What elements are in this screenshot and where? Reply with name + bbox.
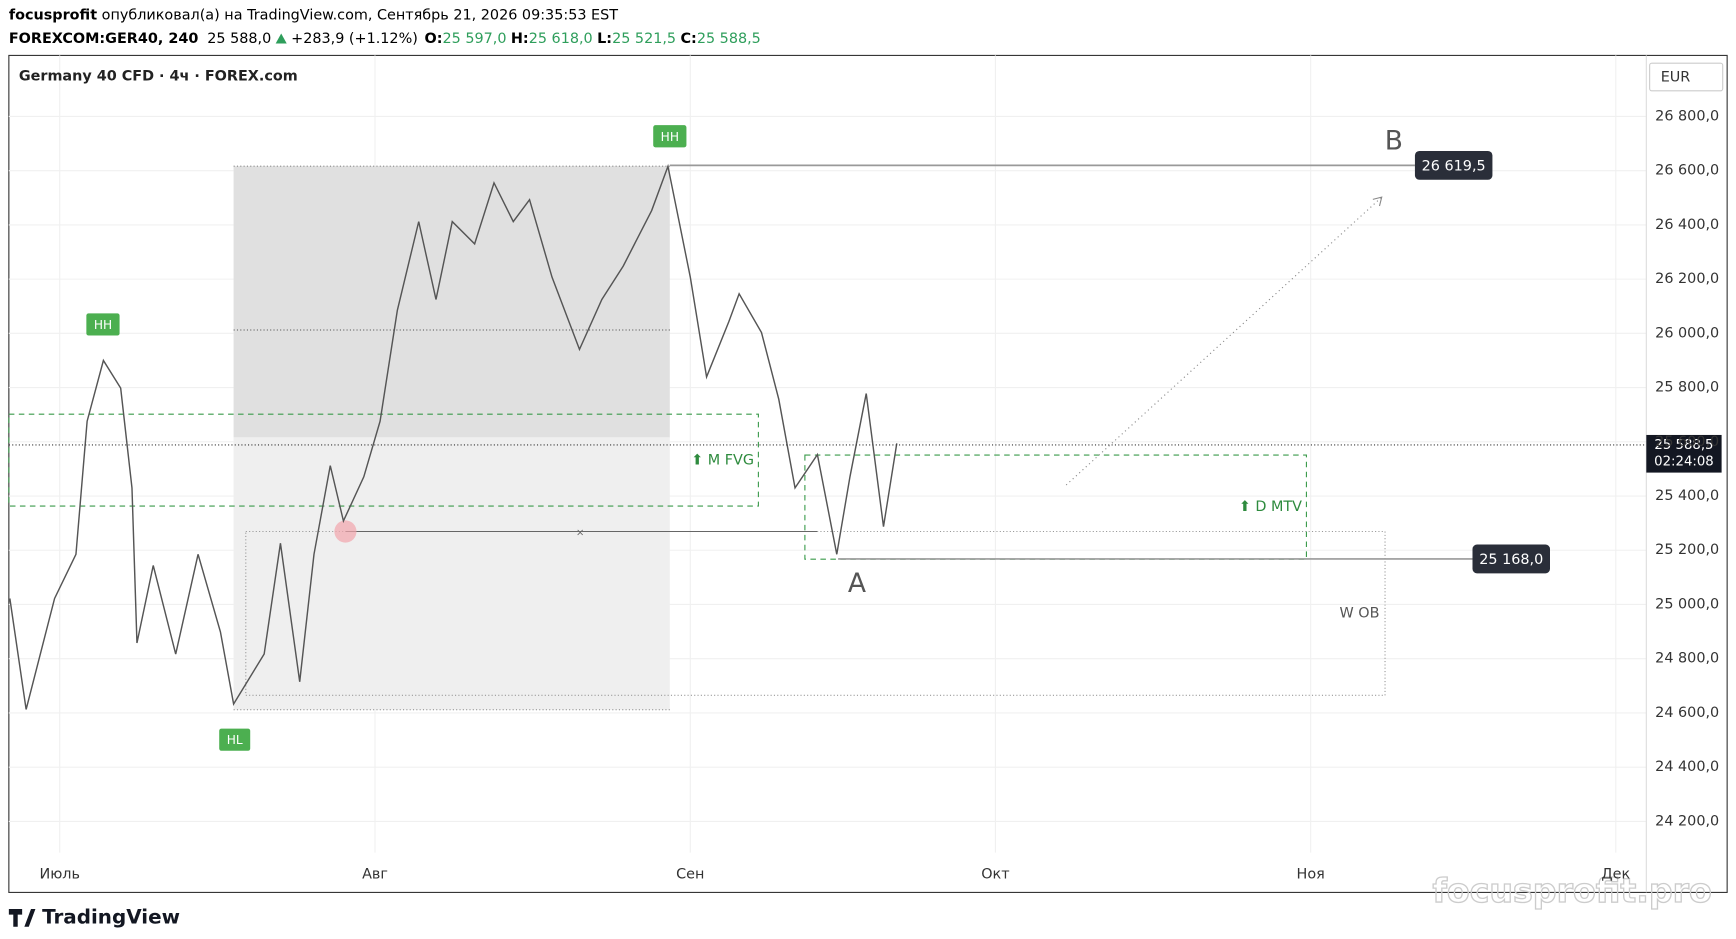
hh-label: HH bbox=[661, 130, 679, 144]
range-zone-lower bbox=[233, 437, 670, 710]
y-tick-label: 25 600,0 bbox=[1655, 434, 1719, 450]
change-arrow bbox=[275, 33, 287, 44]
y-tick-label: 26 800,0 bbox=[1655, 108, 1719, 124]
last-price-label: 25 588,5 bbox=[1654, 438, 1713, 453]
y-tick-label: 24 200,0 bbox=[1655, 813, 1719, 829]
ohlc-key: L: bbox=[597, 31, 612, 47]
level-label: 25 168,0 bbox=[1479, 552, 1543, 568]
overlay: 26 619,5 25 168,0 25 588,5 02:24:08 bbox=[8, 150, 1722, 574]
mtv-zone bbox=[804, 454, 1307, 560]
x-tick-label: Ноя bbox=[1297, 867, 1325, 883]
level-label: 26 619,5 bbox=[1422, 158, 1486, 174]
ob-zone bbox=[245, 530, 1386, 696]
ohlc-key: C: bbox=[681, 31, 697, 47]
y-tick-label: 25 200,0 bbox=[1655, 542, 1719, 558]
y-tick-label: 25 800,0 bbox=[1655, 380, 1719, 396]
level-box bbox=[1414, 150, 1493, 180]
hh-label: HH bbox=[94, 318, 112, 332]
hh-badge bbox=[86, 313, 120, 336]
hl-label: HL bbox=[227, 733, 243, 747]
ohlc-key: H: bbox=[511, 31, 529, 47]
level-box bbox=[1472, 544, 1550, 574]
symbol: FOREXCOM:GER40, 240 bbox=[9, 31, 199, 47]
x-tick-label: Июль bbox=[39, 867, 80, 883]
x-tick-label: Дек bbox=[1601, 867, 1630, 883]
currency-box bbox=[1649, 62, 1724, 92]
chart-frame bbox=[8, 54, 1728, 893]
plot bbox=[9, 163, 898, 710]
y-tick-label: 25 400,0 bbox=[1655, 488, 1719, 504]
hl-badge bbox=[219, 728, 251, 751]
y-tick-label: 25 000,0 bbox=[1655, 596, 1719, 612]
watermark: focusprofit.pro bbox=[1432, 871, 1711, 910]
ohlc-key: O: bbox=[425, 31, 443, 47]
y-tick-label: 24 600,0 bbox=[1655, 705, 1719, 721]
mtv-label: ⬆ D MTV bbox=[1239, 499, 1302, 515]
fvg-zone bbox=[8, 413, 759, 507]
ohlc-value: 25 618,0 bbox=[529, 31, 593, 47]
ohlc-value: 25 597,0 bbox=[442, 31, 506, 47]
hh-badge bbox=[653, 125, 687, 148]
projection-arrow bbox=[1065, 196, 1383, 486]
price-line bbox=[9, 163, 898, 710]
change: +283,9 (+1.12%) bbox=[291, 31, 418, 47]
author: focusprofit bbox=[9, 8, 97, 24]
arrow-head bbox=[1372, 196, 1383, 207]
ob-label: W OB bbox=[1340, 605, 1380, 621]
ohlc-value: 25 521,5 bbox=[612, 31, 676, 47]
x-tick-label: Окт bbox=[981, 867, 1009, 883]
sweep-point bbox=[334, 520, 357, 543]
fvg-label: ⬆ M FVG bbox=[691, 453, 754, 469]
range-zone-upper bbox=[233, 166, 670, 438]
ohlc-value: 25 588,5 bbox=[697, 31, 761, 47]
chart-title: Germany 40 CFD · 4ч · FOREX.com bbox=[19, 68, 298, 84]
currency: EUR bbox=[1661, 70, 1691, 86]
y-tick-label: 26 400,0 bbox=[1655, 217, 1719, 233]
x-tick-label: Сен bbox=[676, 867, 704, 883]
y-tick-label: 26 200,0 bbox=[1655, 271, 1719, 287]
point-b: B bbox=[1385, 125, 1403, 156]
last: 25 588,0 bbox=[207, 31, 271, 47]
y-tick-label: 26 600,0 bbox=[1655, 163, 1719, 179]
quote-line: FOREXCOM:GER40, 240 25 588,0 +283,9 (+1.12… bbox=[9, 31, 761, 47]
published: опубликовал(а) на TradingView.com, Сентя… bbox=[102, 8, 619, 24]
brand: TradingView bbox=[42, 905, 180, 928]
countdown: 02:24:08 bbox=[1654, 455, 1714, 470]
last-price-box bbox=[1646, 434, 1722, 473]
publish-line: focusprofit опубликовал(а) на TradingVie… bbox=[9, 8, 618, 24]
x-tick-label: Авг bbox=[362, 867, 388, 883]
sweep-mark: × bbox=[576, 528, 584, 539]
y-tick-label: 26 000,0 bbox=[1655, 325, 1719, 341]
y-tick-label: 24 400,0 bbox=[1655, 759, 1719, 775]
brand-logo bbox=[8, 909, 36, 927]
point-a: A bbox=[848, 568, 866, 599]
y-tick-label: 24 800,0 bbox=[1655, 651, 1719, 667]
